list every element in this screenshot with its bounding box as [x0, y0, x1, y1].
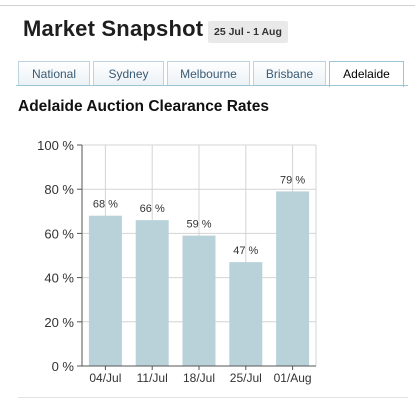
x-tick-label: 25/Jul: [230, 371, 262, 385]
bar-value-label: 47 %: [233, 245, 258, 257]
x-tick-label: 04/Jul: [89, 371, 121, 385]
bar-value-label: 68 %: [93, 199, 118, 211]
bottom-divider: [18, 397, 408, 398]
y-tick-label: 100 %: [37, 138, 74, 153]
bar-25-jul: [229, 262, 263, 366]
city-tabs: National Sydney Melbourne Brisbane Adela…: [18, 61, 408, 87]
x-tick-label: 01/Aug: [274, 371, 312, 385]
bar-value-label: 66 %: [140, 203, 165, 215]
top-divider: [0, 5, 415, 6]
bar-11-jul: [135, 220, 169, 366]
clearance-rate-chart: 0 % 20 % 40 % 60 % 80 % 100 % 68 % 04/Jul 66 % 11…: [37, 138, 317, 385]
bar-value-label: 79 %: [280, 174, 305, 186]
y-tick-label: 40 %: [44, 271, 74, 286]
page-title: Market Snapshot: [23, 16, 204, 41]
y-tick-label: 60 %: [44, 226, 74, 241]
x-tick-label: 11/Jul: [137, 371, 168, 385]
bar-04-jul: [88, 215, 122, 366]
tab-melbourne[interactable]: Melbourne: [167, 61, 250, 86]
x-tick-label: 18/Jul: [183, 371, 215, 385]
bar-01-aug: [276, 191, 310, 366]
tab-sydney[interactable]: Sydney: [93, 61, 164, 86]
bar-value-label: 59 %: [186, 219, 211, 231]
y-tick-label: 0 %: [52, 359, 75, 374]
y-tick-label: 80 %: [44, 182, 74, 197]
y-tick-label: 20 %: [44, 315, 74, 330]
chart-section-title: Adelaide Auction Clearance Rates: [18, 98, 269, 115]
tab-adelaide[interactable]: Adelaide: [329, 61, 404, 87]
tab-baseline: [16, 85, 408, 86]
bar-18-jul: [182, 235, 216, 366]
tab-brisbane[interactable]: Brisbane: [253, 61, 326, 86]
tab-national[interactable]: National: [18, 61, 90, 86]
date-range-badge: 25 Jul - 1 Aug: [208, 21, 288, 43]
